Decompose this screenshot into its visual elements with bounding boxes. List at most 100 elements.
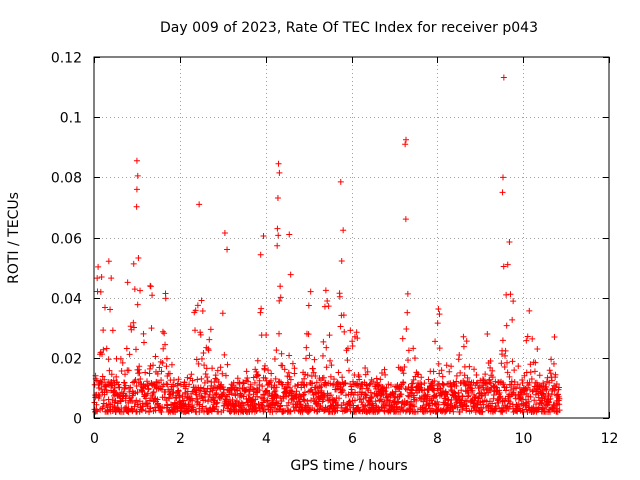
data-point bbox=[198, 355, 205, 362]
data-point bbox=[402, 216, 409, 223]
data-point bbox=[344, 357, 351, 364]
data-point bbox=[510, 298, 517, 305]
data-point bbox=[266, 390, 273, 397]
data-point bbox=[274, 225, 281, 232]
data-point bbox=[550, 360, 557, 367]
data-point bbox=[122, 371, 129, 378]
data-point bbox=[202, 370, 209, 377]
data-point bbox=[504, 359, 511, 366]
data-point bbox=[122, 382, 129, 389]
data-point bbox=[271, 356, 278, 363]
data-point bbox=[240, 379, 247, 386]
data-point bbox=[457, 369, 464, 376]
data-point bbox=[293, 388, 300, 395]
data-point bbox=[519, 391, 526, 398]
data-point bbox=[203, 365, 210, 372]
data-point bbox=[301, 397, 308, 404]
data-point bbox=[338, 257, 345, 264]
data-point bbox=[515, 363, 522, 370]
x-tick-label: 12 bbox=[601, 431, 619, 447]
data-point bbox=[400, 370, 407, 377]
data-point bbox=[142, 407, 149, 414]
data-point bbox=[490, 392, 497, 399]
data-point bbox=[281, 366, 288, 373]
data-point bbox=[291, 370, 298, 377]
y-tick-label: 0.08 bbox=[51, 171, 82, 187]
data-point bbox=[137, 287, 144, 294]
data-point bbox=[466, 378, 473, 385]
data-point bbox=[210, 385, 217, 392]
data-point bbox=[147, 405, 154, 412]
data-point bbox=[327, 357, 334, 364]
data-point bbox=[471, 394, 478, 401]
data-point bbox=[499, 337, 506, 344]
data-point bbox=[404, 290, 411, 297]
data-point bbox=[124, 279, 131, 286]
x-tick-label: 8 bbox=[433, 431, 442, 447]
data-point bbox=[98, 379, 105, 386]
data-point bbox=[279, 362, 286, 369]
data-point bbox=[142, 369, 149, 376]
data-point bbox=[284, 379, 291, 386]
data-point bbox=[152, 353, 159, 360]
data-point bbox=[271, 404, 278, 411]
data-point bbox=[324, 298, 331, 305]
data-point bbox=[394, 399, 401, 406]
data-point bbox=[127, 384, 134, 391]
data-point bbox=[247, 381, 254, 388]
data-point bbox=[357, 396, 364, 403]
data-point bbox=[243, 368, 250, 375]
data-point bbox=[254, 357, 261, 364]
data-point bbox=[528, 375, 535, 382]
data-point bbox=[402, 141, 409, 148]
x-tick-label: 0 bbox=[90, 431, 99, 447]
data-point bbox=[486, 379, 493, 386]
data-point bbox=[346, 398, 353, 405]
data-point bbox=[101, 304, 108, 311]
data-point bbox=[425, 376, 432, 383]
data-point bbox=[186, 381, 193, 388]
data-point bbox=[434, 398, 441, 405]
data-point bbox=[305, 331, 312, 338]
data-point bbox=[156, 364, 163, 371]
data-point bbox=[232, 384, 239, 391]
data-point bbox=[538, 400, 545, 407]
data-point bbox=[448, 363, 455, 370]
data-point bbox=[265, 367, 272, 374]
data-point bbox=[217, 364, 224, 371]
data-point bbox=[436, 345, 443, 352]
data-point bbox=[503, 322, 510, 329]
axis-ticks bbox=[94, 57, 610, 419]
data-point bbox=[136, 369, 143, 376]
data-point bbox=[363, 392, 370, 399]
data-point bbox=[263, 398, 270, 405]
data-point bbox=[92, 394, 99, 401]
data-point bbox=[115, 381, 122, 388]
data-point bbox=[192, 307, 199, 314]
data-point bbox=[461, 372, 468, 379]
data-point bbox=[309, 388, 316, 395]
data-point bbox=[127, 323, 134, 330]
data-point bbox=[439, 373, 446, 380]
data-point bbox=[378, 369, 385, 376]
data-point bbox=[194, 376, 201, 383]
data-point bbox=[487, 357, 494, 364]
data-point bbox=[323, 344, 330, 351]
data-point bbox=[418, 374, 425, 381]
data-point bbox=[164, 404, 171, 411]
data-point bbox=[237, 391, 244, 398]
data-point bbox=[395, 398, 402, 405]
data-point bbox=[118, 367, 125, 374]
data-point bbox=[221, 229, 228, 236]
data-point bbox=[536, 372, 543, 379]
data-point bbox=[469, 387, 476, 394]
data-point bbox=[309, 365, 316, 372]
data-point bbox=[438, 367, 445, 374]
data-point bbox=[181, 379, 188, 386]
data-point bbox=[104, 389, 111, 396]
data-point bbox=[322, 379, 329, 386]
data-point bbox=[539, 390, 546, 397]
data-point bbox=[150, 389, 157, 396]
data-point bbox=[272, 375, 279, 382]
data-point bbox=[251, 379, 258, 386]
